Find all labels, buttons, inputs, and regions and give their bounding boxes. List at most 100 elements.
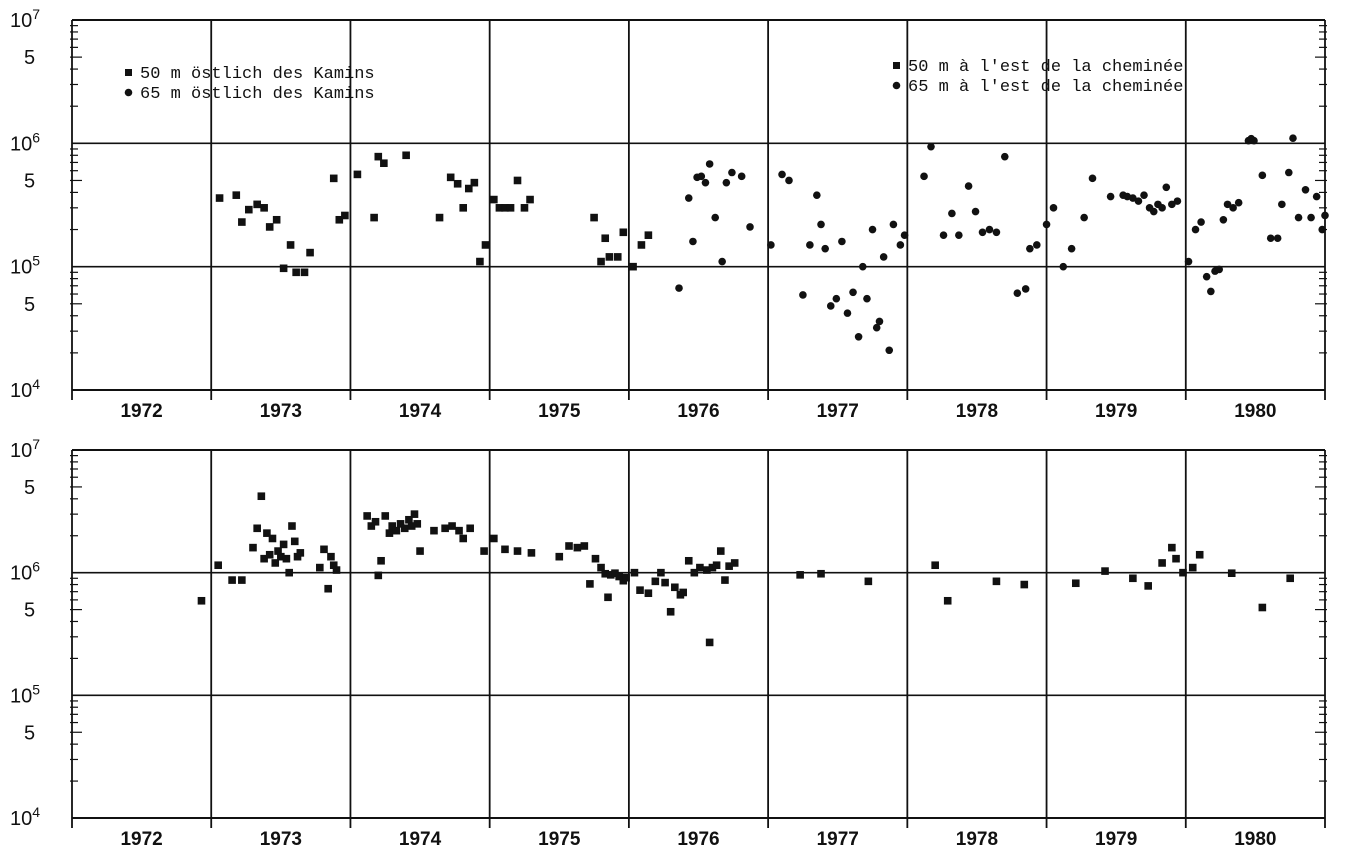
panel-top-series1-point-45 (985, 225, 994, 234)
panel-top-series1-point-42 (964, 182, 973, 190)
panel-top-legend-left-marker-circle (124, 88, 133, 97)
panel-bottom-series0-point-33 (385, 529, 394, 537)
panel-top-series1-point-77 (1215, 265, 1223, 274)
panel-top-series1-point-1 (684, 194, 693, 202)
panel-top-series1-point-52 (1042, 220, 1051, 229)
panel-bottom-series0-point-72 (657, 568, 665, 577)
panel-bottom-series0-point-36 (396, 520, 405, 528)
panel-top-ytick-base-2: 10 (10, 257, 32, 279)
panel-top-series1-point-4 (697, 172, 706, 181)
panel-bottom-series0-point-77 (679, 588, 687, 597)
panel-bottom-series0-point-16 (285, 568, 293, 577)
panel-top-series1-point-9 (722, 178, 731, 187)
panel-bottom-series0-point-44 (441, 524, 449, 533)
panel-top-series0-point-26 (470, 178, 479, 187)
panel-bottom-series0-point-61 (601, 569, 610, 578)
panel-top-series0-point-24 (459, 204, 468, 212)
panel-top-series1-point-30 (872, 323, 881, 332)
panel-top-series1-point-16 (799, 291, 807, 299)
panel-top-series1-point-17 (806, 241, 814, 249)
panel-top-series1-point-53 (1049, 204, 1058, 212)
panel-bottom-series0-point-60 (597, 563, 605, 572)
panel-top-ytick-label-5: 5 (24, 47, 35, 69)
panel-top-legend-right-marker-circle (892, 81, 901, 90)
panel-top-ytick-exp-2: 5 (32, 253, 40, 269)
panel-bottom-ytick-label-2: 105 (10, 681, 40, 707)
panel-bottom-series0-point-104 (1188, 563, 1197, 572)
panel-bottom-series0-point-7 (260, 554, 268, 563)
panel-top-xcat-label-1974: 1974 (399, 401, 442, 422)
panel-top-series0-point-31 (501, 204, 509, 212)
panel-top-series1-point-36 (900, 231, 909, 239)
panel-bottom-series0-point-45 (448, 522, 456, 530)
panel-bottom-series0-point-86 (725, 562, 733, 570)
panel-top-series0-point-32 (506, 204, 515, 212)
panel-top-series0-point-27 (476, 257, 484, 266)
panel-top-ytick-label-6: 107 (10, 6, 40, 32)
panel-bottom-xcat-label-1978: 1978 (956, 829, 998, 845)
panel-top-series1-point-74 (1202, 272, 1211, 281)
panel-top-series0-point-10 (292, 268, 300, 277)
panel-top-series1-point-78 (1219, 215, 1228, 224)
panel-bottom-series0-point-80 (696, 563, 704, 572)
panel-bottom-ytick-base-2: 10 (10, 685, 32, 707)
panel-top-series0-point-28 (481, 241, 490, 249)
panel-bottom-series0-point-47 (459, 534, 468, 543)
panel-top-series1-point-29 (868, 225, 877, 234)
panel-bottom-series0-point-39 (407, 522, 416, 530)
panel-bottom-series0-point-108 (1286, 574, 1294, 583)
panel-top-series1-point-48 (1013, 289, 1022, 297)
panel-top-series0-point-1 (232, 191, 241, 199)
panel-bottom-series0-point-23 (324, 584, 332, 593)
panel-top-series0-point-43 (637, 241, 646, 249)
panel-bottom-xcat-label-1979: 1979 (1095, 829, 1137, 845)
panel-top-series1-point-24 (843, 309, 852, 317)
panel-bottom-series0-point-8 (263, 529, 271, 537)
panel-bottom-series0-point-42 (416, 547, 424, 555)
panel-top-series1-point-11 (737, 172, 746, 181)
panel-bottom-xcat-label-1973: 1973 (260, 829, 302, 845)
panel-bottom-series0-point-15 (282, 554, 291, 563)
panel-top-legend-right-marker-square (893, 62, 900, 69)
panel-top-ytick-label-1: 5 (24, 294, 35, 316)
panel-bottom-series0-point-54 (555, 552, 564, 561)
panel-bottom-series0-point-56 (573, 543, 582, 552)
panel-top-series1-point-41 (955, 231, 963, 239)
panel-top-ytick-label-3: 5 (24, 170, 35, 192)
panel-top-series0-point-29 (490, 195, 498, 204)
panel-top-series1-point-31 (875, 317, 884, 326)
panel-top-series0-point-16 (353, 170, 362, 179)
panel-bottom-series0-point-92 (931, 561, 939, 570)
panel-bottom-series0-point-24 (327, 552, 335, 561)
panel-top-series1-point-86 (1273, 234, 1282, 243)
panel-bottom-xcat-label-1974: 1974 (399, 829, 442, 845)
panel-bottom-series0-point-63 (606, 571, 615, 579)
panel-top-series0-point-33 (513, 176, 522, 185)
panel-top-legend-left-marker-square (125, 69, 132, 76)
panel-bottom-series0-point-21 (316, 563, 324, 572)
panel-top-series1-point-67 (1158, 204, 1166, 212)
panel-bottom-ytick-exp-2: 5 (32, 681, 40, 697)
panel-top-ytick-base-6: 10 (10, 10, 32, 32)
panel-top-series0-point-12 (306, 248, 314, 257)
panel-top-series1-point-10 (728, 168, 736, 177)
panel-top-series1-point-50 (1026, 244, 1034, 253)
panel-top-series1-point-18 (813, 191, 821, 199)
panel-bottom-series0-point-9 (265, 550, 274, 559)
panel-top-series1-point-49 (1021, 285, 1030, 293)
panel-bottom-series0-point-40 (410, 510, 419, 518)
panel-top-series0-point-21 (435, 213, 444, 222)
panel-bottom-ytick-exp-0: 4 (32, 804, 40, 820)
panel-top-series0-point-4 (253, 200, 261, 209)
panel-bottom-series0-point-94 (992, 577, 1001, 586)
panel-bottom-ytick-label-3: 5 (24, 600, 35, 622)
panel-top-series1-point-92 (1307, 213, 1315, 222)
panel-top-series0-point-30 (495, 204, 504, 212)
panel-bottom-series0-point-71 (651, 577, 660, 586)
panel-top-series1-point-14 (778, 170, 786, 179)
panel-top-series0-point-40 (613, 253, 622, 261)
panel-top-series1-point-84 (1258, 171, 1267, 180)
panel-top-series1-point-20 (821, 244, 829, 253)
panel-bottom-series0-point-25 (329, 561, 338, 570)
panel-bottom-series0-point-13 (277, 552, 285, 561)
